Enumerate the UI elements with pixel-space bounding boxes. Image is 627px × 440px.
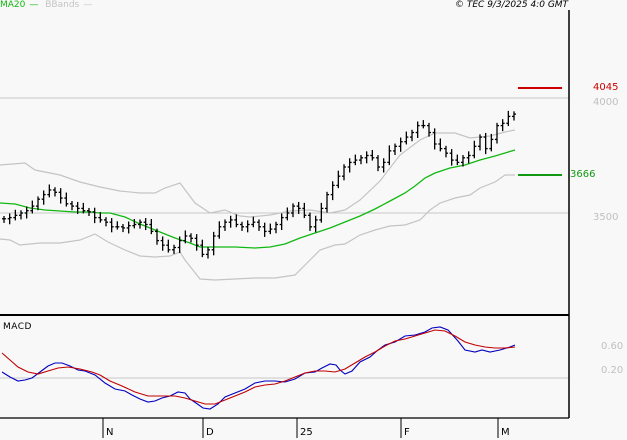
macd-line (1, 326, 516, 410)
macd-panel-title: MACD (3, 322, 32, 332)
legend-bbands: BBands — (45, 0, 93, 10)
support-label: 3666 (570, 169, 596, 180)
ma20-line (0, 149, 516, 249)
x-label-dec: D (206, 427, 214, 438)
resistance-label: 4045 (593, 82, 619, 93)
price-label-3500: 3500 (593, 212, 619, 223)
x-label-2025: 25 (300, 427, 313, 438)
legend-ma20-label: MA20 (0, 0, 26, 10)
macd-label-020: 0.20 (601, 365, 624, 376)
chart-legend: MA20— BBands — (0, 0, 96, 11)
macd-label-060: 0.60 (601, 341, 624, 352)
legend-ma20: MA20— (0, 0, 39, 10)
x-label-mar: M (501, 427, 510, 438)
ohlc-bars (2, 110, 516, 259)
x-label-nov: N (106, 427, 114, 438)
price-label-4000: 4000 (593, 97, 619, 108)
bband-lower-line (0, 174, 515, 281)
time-axis-ticks (102, 418, 499, 438)
copyright-timestamp: © TEC 9/3/2025 4:0 GMT (455, 0, 569, 10)
signal-line (1, 329, 516, 405)
legend-bbands-label: BBands (45, 0, 80, 10)
x-label-feb: F (404, 427, 410, 438)
